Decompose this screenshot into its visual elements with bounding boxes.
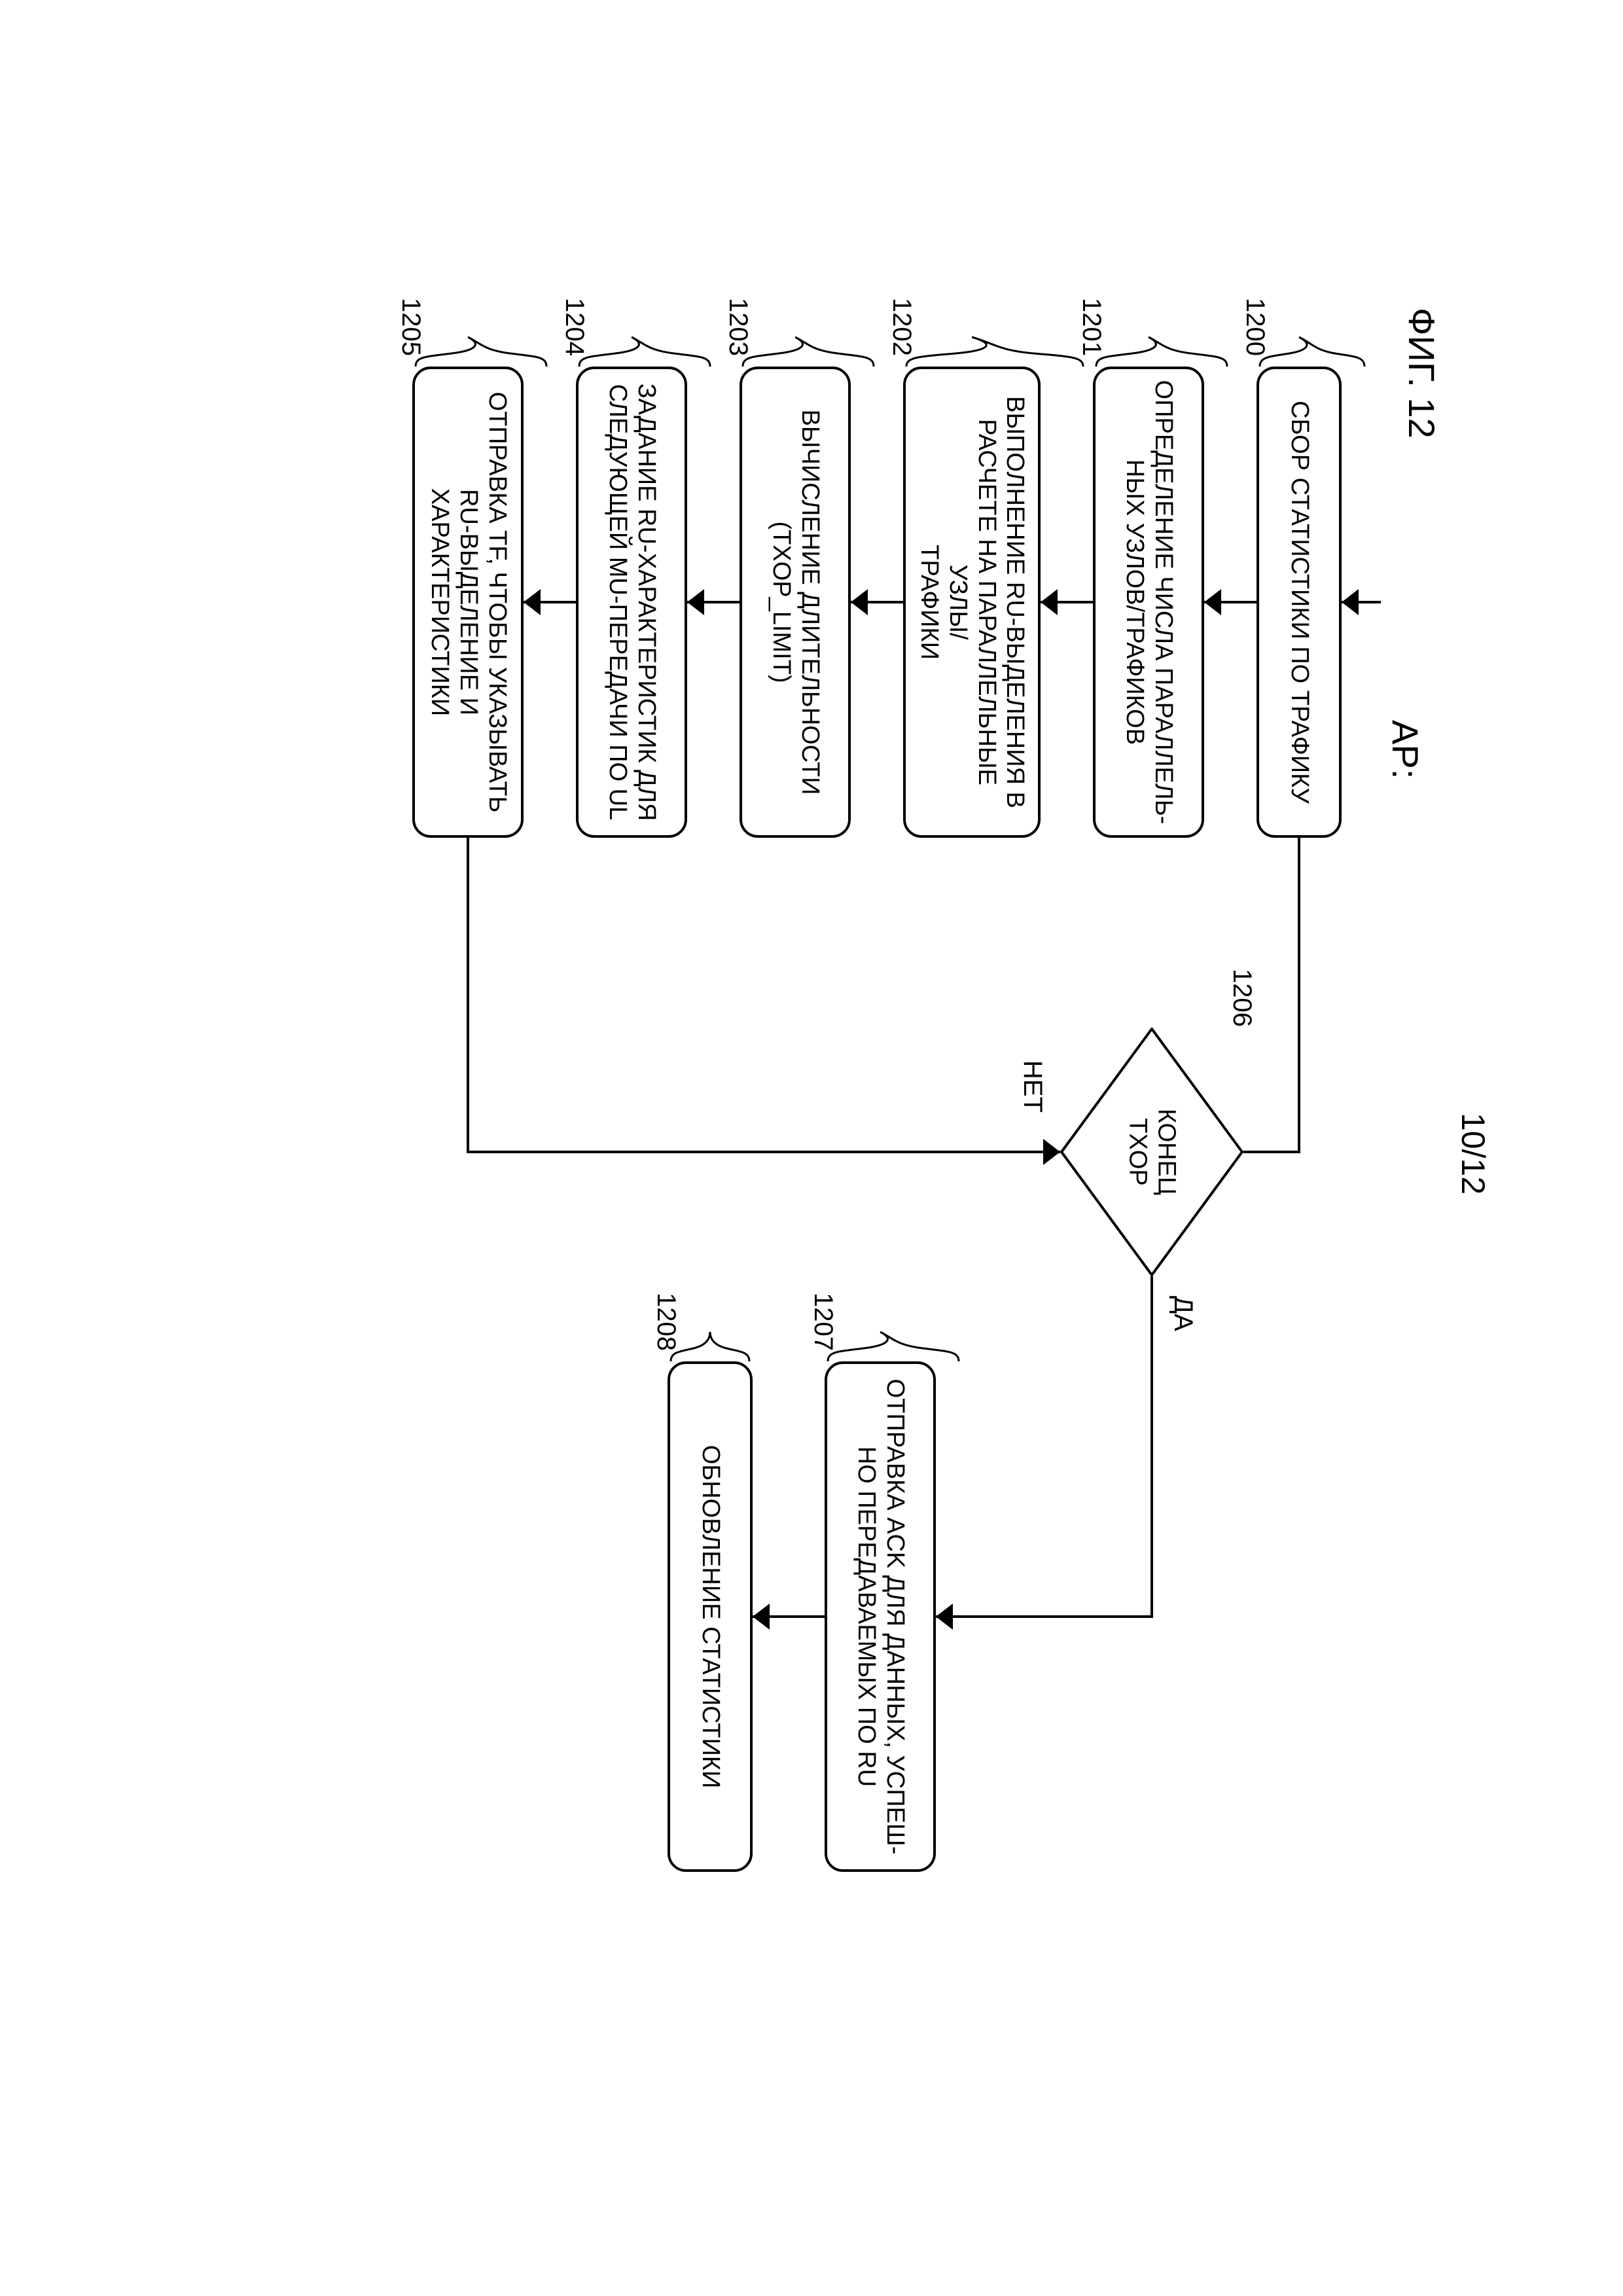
- node-1200: СБОР СТАТИСТИКИ ПО ТРАФИКУ: [1257, 367, 1342, 838]
- ref-1202: 1202: [887, 298, 916, 356]
- decision-1206: КОНЕЦ TXOP: [1060, 1028, 1243, 1276]
- ref-1206: 1206: [1227, 969, 1257, 1027]
- node-1207: ОТПРАВКА ACK ДЛЯ ДАННЫХ, УСПЕШ- НО ПЕРЕД…: [825, 1361, 936, 1872]
- ref-1201: 1201: [1077, 298, 1106, 356]
- node-1201: ОПРЕДЕЛЕНИЕ ЧИСЛА ПАРАЛЛЕЛЬ- НЫХ УЗЛОВ/Т…: [1093, 367, 1204, 838]
- node-1205-label: ОТПРАВКА TF, ЧТОБЫ УКАЗЫВАТЬ RU-ВЫДЕЛЕНИ…: [425, 378, 510, 826]
- node-1203: ВЫЧИСЛЕНИЕ ДЛИТЕЛЬНОСТИ (TXOP_LIMIT): [740, 367, 851, 838]
- flow-lines: [0, 0, 1623, 2296]
- node-1202-label: ВЫПОЛНЕНИЕ RU-ВЫДЕЛЕНИЯ В РАСЧЕТЕ НА ПАР…: [915, 378, 1029, 826]
- node-1208: ОБНОВЛЕНИЕ СТАТИСТИКИ: [668, 1361, 753, 1872]
- node-1202: ВЫПОЛНЕНИЕ RU-ВЫДЕЛЕНИЯ В РАСЧЕТЕ НА ПАР…: [903, 367, 1041, 838]
- node-1204-label: ЗАДАНИЕ RU-ХАРАКТЕРИСТИК ДЛЯ СЛЕДУЮЩЕЙ M…: [603, 384, 660, 821]
- decision-1206-label: КОНЕЦ TXOP: [1123, 1028, 1180, 1276]
- ref-1207: 1207: [808, 1293, 838, 1351]
- node-1204: ЗАДАНИЕ RU-ХАРАКТЕРИСТИК ДЛЯ СЛЕДУЮЩЕЙ M…: [576, 367, 687, 838]
- edge-label-no: НЕТ: [1018, 1060, 1047, 1113]
- node-1207-label: ОТПРАВКА ACK ДЛЯ ДАННЫХ, УСПЕШ- НО ПЕРЕД…: [851, 1379, 908, 1855]
- node-1205: ОТПРАВКА TF, ЧТОБЫ УКАЗЫВАТЬ RU-ВЫДЕЛЕНИ…: [412, 367, 524, 838]
- node-1208-label: ОБНОВЛЕНИЕ СТАТИСТИКИ: [696, 1445, 724, 1789]
- node-1201-label: ОПРЕДЕЛЕНИЕ ЧИСЛА ПАРАЛЛЕЛЬ- НЫХ УЗЛОВ/Т…: [1120, 380, 1177, 825]
- node-1200-label: СБОР СТАТИСТИКИ ПО ТРАФИКУ: [1285, 401, 1313, 804]
- ref-1205: 1205: [396, 298, 425, 356]
- node-1203-label: ВЫЧИСЛЕНИЕ ДЛИТЕЛЬНОСТИ (TXOP_LIMIT): [766, 410, 823, 795]
- ref-1208: 1208: [651, 1293, 681, 1351]
- ref-1204: 1204: [560, 298, 589, 356]
- ref-1203: 1203: [723, 298, 753, 356]
- edge-label-yes: ДА: [1168, 1296, 1198, 1331]
- ref-1200: 1200: [1240, 298, 1270, 356]
